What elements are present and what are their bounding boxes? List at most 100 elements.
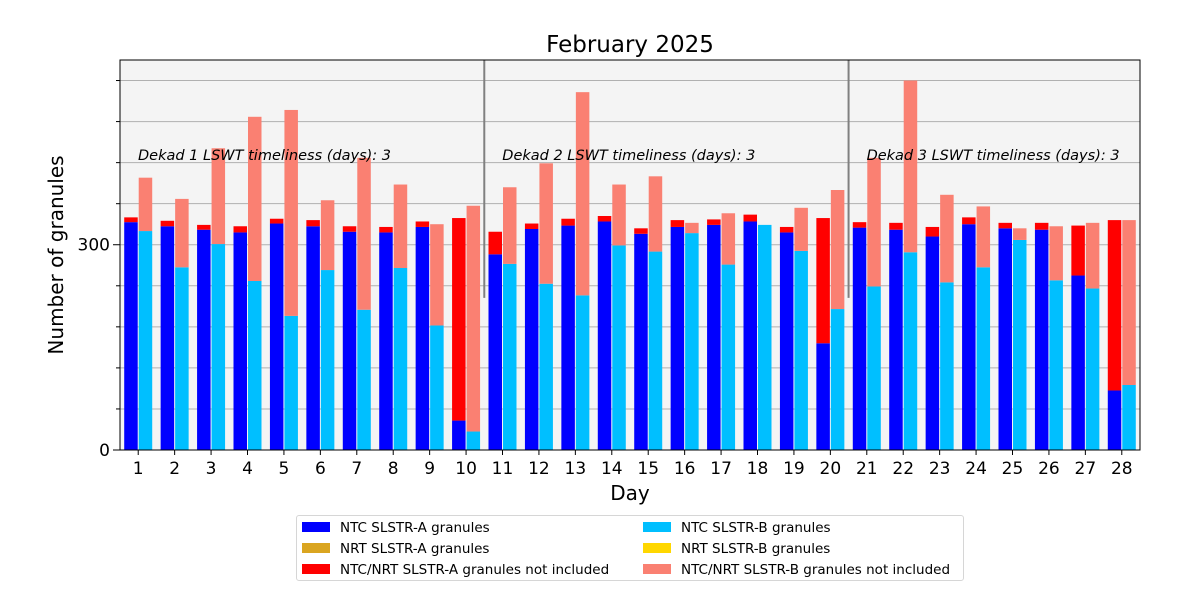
bar-ntc-slstr-a-granules-day-18 <box>743 221 757 450</box>
bar-ntc-slstr-b-granules-day-26 <box>1049 280 1063 450</box>
bar-ntc-slstr-a-granules-day-23 <box>925 236 940 450</box>
x-tick-label: 22 <box>892 459 914 479</box>
bar-ntc-nrt-slstr-b-granules-not-included-day-16 <box>685 222 699 234</box>
bar-ntc-nrt-slstr-a-granules-not-included-day-5 <box>269 218 284 224</box>
legend-swatch <box>302 543 330 553</box>
bar-ntc-slstr-a-granules-day-15 <box>634 233 648 450</box>
bar-ntc-slstr-b-granules-day-16 <box>685 233 699 450</box>
bar-ntc-slstr-a-granules-day-13 <box>561 225 575 450</box>
x-tick-label: 19 <box>783 459 805 479</box>
bar-ntc-nrt-slstr-a-granules-not-included-day-25 <box>998 222 1012 229</box>
bar-ntc-slstr-b-granules-day-15 <box>648 251 663 450</box>
bar-ntc-slstr-a-granules-day-16 <box>670 226 685 450</box>
bar-ntc-slstr-b-granules-day-14 <box>612 245 626 450</box>
bar-ntc-slstr-a-granules-day-1 <box>124 222 138 450</box>
bar-ntc-nrt-slstr-a-granules-not-included-day-15 <box>634 228 648 234</box>
bar-ntc-nrt-slstr-b-granules-not-included-day-15 <box>648 176 663 252</box>
bar-ntc-nrt-slstr-a-granules-not-included-day-6 <box>306 220 320 227</box>
bar-ntc-slstr-b-granules-day-18 <box>758 224 772 450</box>
x-tick-label: 28 <box>1111 459 1133 479</box>
x-tick-label: 8 <box>388 459 399 479</box>
legend-item: NTC SLSTR-B granules <box>643 519 831 537</box>
bar-ntc-slstr-b-granules-day-11 <box>503 263 517 450</box>
bar-ntc-slstr-b-granules-day-24 <box>976 267 991 450</box>
bar-ntc-slstr-a-granules-day-11 <box>488 254 502 450</box>
legend-item: NRT SLSTR-A granules <box>302 540 489 558</box>
bar-ntc-nrt-slstr-a-granules-not-included-day-11 <box>488 231 502 255</box>
dekad-annotation: Dekad 2 LSWT timeliness (days): 3 <box>502 148 755 164</box>
annotations: Dekad 1 LSWT timeliness (days): 3 Dekad 2… <box>138 148 1120 164</box>
bar-ntc-nrt-slstr-b-granules-not-included-day-6 <box>320 200 335 271</box>
bars <box>124 80 1136 450</box>
bar-ntc-slstr-b-granules-day-21 <box>867 286 881 450</box>
x-tick-label: 5 <box>279 459 290 479</box>
legend-swatch <box>643 543 671 553</box>
bar-ntc-slstr-a-granules-day-22 <box>889 229 903 450</box>
bar-ntc-nrt-slstr-b-granules-not-included-day-5 <box>284 109 298 316</box>
x-tick-label: 12 <box>528 459 550 479</box>
bar-ntc-nrt-slstr-a-granules-not-included-day-16 <box>670 220 685 227</box>
bar-ntc-nrt-slstr-a-granules-not-included-day-3 <box>197 224 211 230</box>
y-axis-label: Number of granules <box>44 155 68 354</box>
bar-ntc-slstr-a-granules-day-20 <box>816 343 830 450</box>
x-tick-label: 23 <box>929 459 951 479</box>
bar-ntc-slstr-a-granules-day-6 <box>306 226 320 450</box>
bar-ntc-nrt-slstr-b-granules-not-included-day-8 <box>393 184 408 268</box>
x-tick-label: 4 <box>242 459 253 479</box>
legend-label: NRT SLSTR-B granules <box>681 541 831 557</box>
bar-ntc-nrt-slstr-a-granules-not-included-day-8 <box>379 226 393 233</box>
bar-ntc-slstr-b-granules-day-23 <box>940 282 954 450</box>
bar-ntc-nrt-slstr-b-granules-not-included-day-13 <box>575 92 590 296</box>
bar-ntc-nrt-slstr-a-granules-not-included-day-23 <box>925 226 940 237</box>
bar-ntc-slstr-a-granules-day-3 <box>197 229 211 450</box>
x-tick-label: 18 <box>747 459 769 479</box>
bar-ntc-slstr-b-granules-day-4 <box>248 281 262 450</box>
x-axis-ticks: 1 2 3 4 5 6 7 8 9 10 11 12 13 14 15 16 17 18 19 20 21 22 23 24 2… <box>133 450 1133 479</box>
x-tick-label: 14 <box>601 459 623 479</box>
bar-ntc-nrt-slstr-b-granules-not-included-day-22 <box>903 80 918 253</box>
plot-frame <box>119 59 1141 451</box>
legend-label: NTC SLSTR-B granules <box>681 520 831 536</box>
bar-ntc-nrt-slstr-a-granules-not-included-day-13 <box>561 218 575 226</box>
bar-ntc-slstr-a-granules-day-28 <box>1107 390 1122 450</box>
legend-label: NTC SLSTR-A granules <box>340 520 490 536</box>
bar-ntc-slstr-b-granules-day-13 <box>575 295 590 450</box>
bar-ntc-nrt-slstr-b-granules-not-included-day-12 <box>539 163 553 284</box>
bar-ntc-nrt-slstr-b-granules-not-included-day-19 <box>794 207 808 251</box>
legend-label: NRT SLSTR-A granules <box>340 541 490 557</box>
legend-swatch <box>302 564 330 574</box>
chart-title: February 2025 <box>546 32 714 58</box>
dekad-annotation: Dekad 3 LSWT timeliness (days): 3 <box>867 148 1120 164</box>
bar-ntc-nrt-slstr-b-granules-not-included-day-23 <box>940 194 954 283</box>
y-tick-label: 300 <box>78 236 110 256</box>
bar-ntc-slstr-b-granules-day-5 <box>284 315 298 450</box>
bar-ntc-slstr-b-granules-day-20 <box>830 309 845 450</box>
bar-ntc-nrt-slstr-a-granules-not-included-day-9 <box>415 221 430 227</box>
bar-ntc-slstr-a-granules-day-10 <box>452 420 466 450</box>
bar-ntc-nrt-slstr-b-granules-not-included-day-11 <box>503 187 517 264</box>
bar-ntc-nrt-slstr-a-granules-not-included-day-20 <box>816 218 830 344</box>
x-tick-label: 26 <box>1038 459 1060 479</box>
bar-ntc-nrt-slstr-b-granules-not-included-day-10 <box>466 205 481 432</box>
x-tick-label: 2 <box>169 459 180 479</box>
legend-label: NTC/NRT SLSTR-A granules not included <box>340 562 610 578</box>
bar-ntc-nrt-slstr-a-granules-not-included-day-2 <box>160 220 175 227</box>
bar-ntc-nrt-slstr-b-granules-not-included-day-7 <box>357 157 371 310</box>
bar-ntc-nrt-slstr-a-granules-not-included-day-21 <box>852 222 867 228</box>
bar-ntc-slstr-a-granules-day-19 <box>779 232 794 450</box>
legend-item: NTC SLSTR-A granules <box>302 519 490 537</box>
bar-ntc-nrt-slstr-b-granules-not-included-day-27 <box>1085 222 1100 289</box>
bar-ntc-slstr-b-granules-day-3 <box>211 244 226 450</box>
x-tick-label: 15 <box>637 459 659 479</box>
bar-ntc-nrt-slstr-b-granules-not-included-day-28 <box>1122 220 1136 385</box>
bar-ntc-slstr-a-granules-day-9 <box>415 226 430 450</box>
bar-ntc-nrt-slstr-b-granules-not-included-day-14 <box>612 184 626 246</box>
bar-ntc-slstr-a-granules-day-26 <box>1034 229 1049 450</box>
bar-ntc-nrt-slstr-a-granules-not-included-day-14 <box>597 216 612 222</box>
legend-swatch <box>643 522 671 532</box>
bar-ntc-nrt-slstr-a-granules-not-included-day-7 <box>342 226 357 232</box>
bar-ntc-nrt-slstr-a-granules-not-included-day-18 <box>743 214 757 222</box>
bar-ntc-slstr-b-granules-day-27 <box>1085 288 1100 450</box>
bar-ntc-nrt-slstr-a-granules-not-included-day-24 <box>962 217 976 225</box>
legend-item: NTC/NRT SLSTR-B granules not included <box>643 561 950 579</box>
